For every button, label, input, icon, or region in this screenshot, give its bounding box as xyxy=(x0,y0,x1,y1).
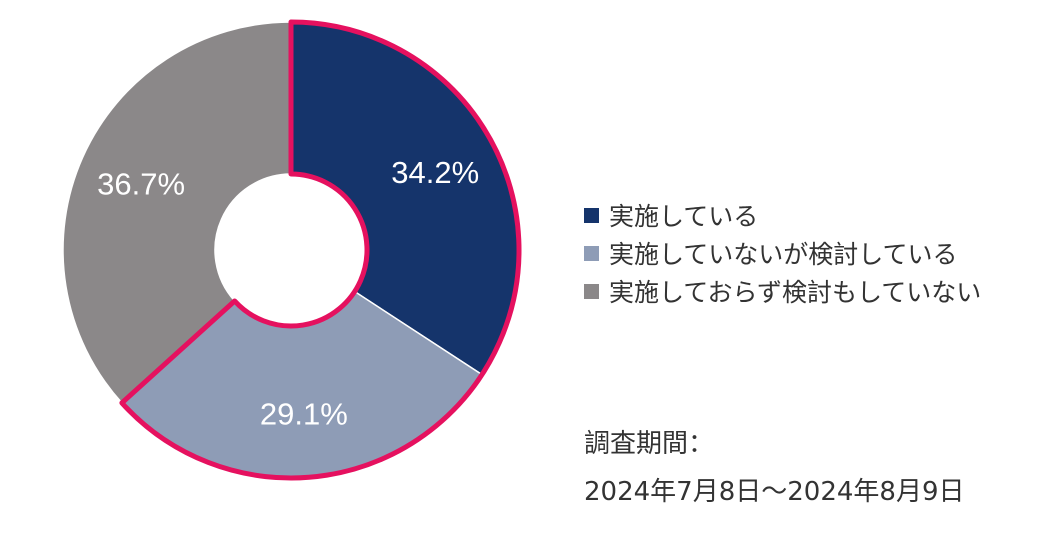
highlight-outline xyxy=(119,19,522,481)
survey-period-range: 2024年7月8日～2024年8月9日 xyxy=(584,477,965,507)
slice-value-label: 34.2% xyxy=(391,155,479,190)
legend-label: 実施している xyxy=(609,202,759,231)
survey-period: 調査期間： 2024年7月8日～2024年8月9日 xyxy=(584,420,965,516)
donut-slice xyxy=(62,21,292,404)
slice-value-label: 29.1% xyxy=(260,396,348,431)
legend-label: 実施していないが検討している xyxy=(609,240,958,269)
legend-swatch-icon xyxy=(584,283,599,299)
legend-item: 実施していないが検討している xyxy=(584,234,1054,272)
legend-swatch-icon xyxy=(584,245,599,261)
slice-value-label: 36.7% xyxy=(97,166,185,201)
legend: 実施している 実施していないが検討している 実施しておらず検討もしていない xyxy=(584,196,1054,310)
legend-swatch-icon xyxy=(584,207,599,223)
legend-item: 実施している xyxy=(584,196,1054,234)
legend-item: 実施しておらず検討もしていない xyxy=(584,272,1054,310)
survey-period-label: 調査期間： xyxy=(584,429,715,459)
legend-label: 実施しておらず検討もしていない xyxy=(609,278,982,307)
